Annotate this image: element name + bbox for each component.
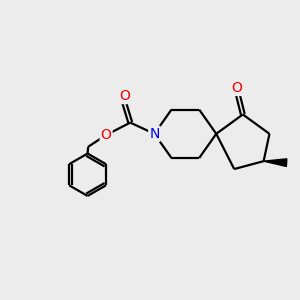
Text: O: O <box>232 81 242 95</box>
Text: O: O <box>119 89 130 103</box>
Text: O: O <box>101 128 112 142</box>
Text: N: N <box>149 127 160 141</box>
Polygon shape <box>264 159 287 167</box>
